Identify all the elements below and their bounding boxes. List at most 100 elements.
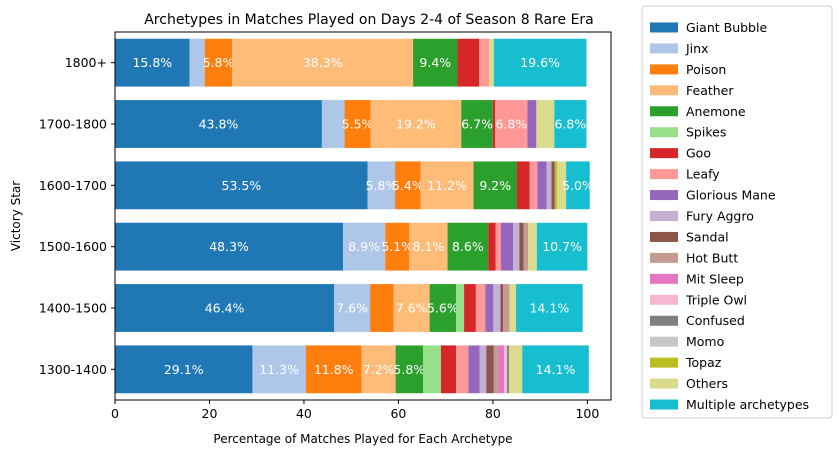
data-label: 14.1% (529, 301, 569, 316)
data-label: 8.1% (413, 239, 445, 254)
legend-entry: Leafy (686, 167, 720, 182)
bar-segment (475, 284, 486, 332)
data-label: 8.6% (452, 239, 484, 254)
legend-swatch (650, 211, 678, 221)
legend-swatch (650, 127, 678, 138)
legend-swatch (650, 315, 678, 326)
data-label: 5.5% (342, 117, 374, 132)
bar-segment (393, 284, 430, 332)
bar-segment (527, 100, 537, 148)
bar-segment (473, 161, 517, 210)
legend-swatch (650, 148, 678, 159)
bar-segment (456, 345, 469, 394)
bar-segment (536, 100, 555, 148)
legend-entry: Confused (686, 313, 745, 328)
legend-swatch (650, 169, 678, 180)
y-tick-label: 1500-1600 (39, 239, 107, 254)
legend-swatch (650, 85, 678, 96)
bar-segment (468, 345, 480, 394)
bar-segment (422, 345, 441, 394)
y-tick-label: 1300-1400 (39, 362, 107, 377)
bar-segment (395, 161, 421, 210)
bar-segment (504, 345, 508, 394)
data-label: 46.4% (205, 301, 245, 316)
data-label: 5.6% (427, 301, 459, 316)
bar-segment (252, 345, 306, 394)
bar-segment (523, 222, 529, 271)
bar-segment (456, 284, 465, 332)
x-axis-label: Percentage of Matches Played for Each Ar… (213, 432, 512, 446)
bar-segment (395, 345, 423, 394)
bar-segment (495, 222, 501, 271)
data-label: 48.3% (209, 239, 249, 254)
data-label: 29.1% (164, 362, 204, 377)
legend-entry: Mit Sleep (686, 271, 744, 286)
legend-entry: Spikes (686, 125, 726, 140)
data-label: 43.8% (199, 117, 239, 132)
data-label: 5.8% (393, 362, 425, 377)
data-label: 5.4% (392, 178, 424, 193)
legend-swatch (650, 190, 678, 201)
bar-segment (493, 345, 499, 394)
x-tick-label: 100 (575, 406, 599, 421)
bar-segment (557, 161, 567, 210)
data-label: 7.2% (363, 362, 395, 377)
bar-segment (344, 100, 371, 148)
data-label: 5.1% (381, 239, 413, 254)
data-label: 6.7% (461, 117, 493, 132)
data-label: 5.0% (562, 178, 594, 193)
y-axis-label: Victory Star (9, 181, 23, 251)
bar-segment (508, 345, 523, 394)
data-label: 19.2% (396, 117, 436, 132)
data-label: 19.6% (520, 55, 560, 70)
bar-segment (489, 38, 494, 87)
bar-segment (529, 161, 538, 210)
legend-swatch (650, 231, 678, 242)
legend: Giant Bubble Jinx Poison Feather Anemone Spik… (641, 5, 833, 419)
bar-segment (420, 161, 474, 210)
bar-segment (486, 345, 494, 394)
y-tick-label: 1600-1700 (39, 178, 107, 193)
axes-frame (114, 31, 612, 401)
y-tick-label: 1400-1500 (39, 301, 107, 316)
bar-segment (479, 38, 490, 87)
bar-segment (370, 284, 394, 332)
bar-segment (493, 38, 587, 87)
bar-segment (495, 100, 528, 148)
x-tick-label: 60 (390, 406, 406, 421)
bar-segment (361, 345, 396, 394)
bar-segment (522, 345, 589, 394)
bar-segment (429, 284, 457, 332)
legend-swatch (650, 399, 678, 410)
bar-segment (189, 38, 205, 87)
legend-entry: Topaz (685, 355, 722, 370)
bar-segment (546, 161, 552, 210)
data-label: 11.3% (259, 362, 299, 377)
legend-entry: Others (686, 376, 728, 391)
legend-swatch (650, 357, 678, 368)
legend-swatch (650, 294, 678, 305)
y-tick-label: 1700-1800 (39, 117, 107, 132)
bar-segment (447, 222, 489, 271)
bar-segment (513, 222, 520, 271)
legend-entry: Fury Aggro (686, 209, 754, 224)
plot-area: 15.8% 5.8% 38.3% 9.4% 19.6% 43.8% 5.5% 19.2% 6.7… (115, 38, 594, 394)
bar-segment (334, 284, 371, 332)
bar-segment (385, 222, 410, 271)
data-label: 6.8% (554, 117, 586, 132)
data-label: 15.8% (132, 55, 172, 70)
bar-segment (516, 161, 530, 210)
bar-segment (115, 161, 368, 210)
bar-segment (464, 284, 476, 332)
bar-segment (115, 100, 322, 148)
bar-segment (500, 284, 504, 332)
legend-entry: Multiple archetypes (686, 397, 809, 412)
data-label: 7.6% (396, 301, 428, 316)
legend-frame (641, 5, 833, 419)
bar-segment (488, 222, 496, 271)
legend-swatch (650, 106, 678, 117)
bar-segment (440, 345, 457, 394)
bar-segment (321, 100, 345, 148)
x-tick-label: 80 (485, 406, 501, 421)
data-label: 5.8% (203, 55, 235, 70)
